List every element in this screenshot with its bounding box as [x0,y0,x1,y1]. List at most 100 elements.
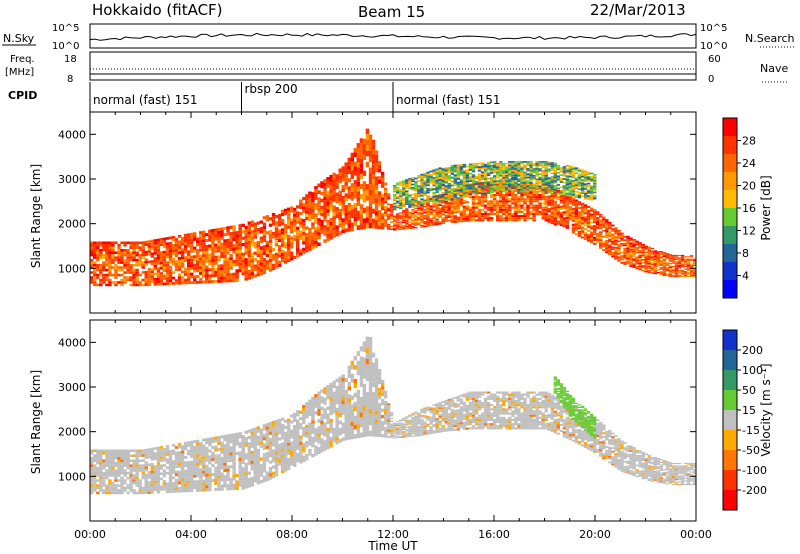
heatmap-cell [193,446,197,449]
heatmap-cell [262,424,267,428]
heatmap-cell [505,217,509,220]
heatmap-cell [256,231,261,235]
heatmap-cell [547,216,551,219]
heatmap-cell [168,460,173,464]
heatmap-cell [553,208,558,211]
heatmap-cell [565,202,570,205]
heatmap-cell [541,164,545,167]
heatmap-cell [693,273,697,275]
heatmap-cell [553,176,558,179]
heatmap-cell [102,249,106,252]
heatmap-cell [662,256,667,258]
heatmap-cell [420,218,424,221]
heatmap-cell [662,252,667,254]
heatmap-cell [526,180,530,182]
heatmap-cell [205,441,209,445]
heatmap-cell [483,169,488,171]
heatmap-cell [108,241,112,244]
heatmap-cell [417,201,421,204]
heatmap-cell [174,446,179,449]
heatmap-cell [129,253,133,257]
heatmap-cell [302,238,306,242]
heatmap-cell [435,200,439,203]
heatmap-cell [611,246,615,249]
heatmap-cell [293,216,297,220]
heatmap-cell [326,223,330,227]
heatmap-cell [326,209,330,213]
heatmap-cell [659,260,664,262]
heatmap-cell [247,260,252,264]
heatmap-cell [132,253,136,257]
heatmap-cell [638,251,642,254]
heatmap-cell [326,198,330,202]
heatmap-cell [568,168,573,171]
heatmap-cell [353,216,358,222]
heatmap-cell [102,479,106,482]
heatmap-cell [565,198,570,201]
heatmap-cell [408,212,412,215]
heatmap-cell [226,232,230,236]
heatmap-cell [126,276,130,279]
heatmap-cell [556,178,561,181]
heatmap-cell [574,177,579,180]
heatmap-cell [541,217,545,220]
heatmap-cell [486,161,491,164]
heatmap-cell [320,191,324,196]
heatmap-cell [668,259,673,261]
heatmap-cell [174,451,179,455]
heatmap-cell [362,144,367,150]
heatmap-cell [199,266,203,269]
heatmap-cell [265,423,270,427]
heatmap-cell [526,190,530,193]
heatmap-cell [574,215,579,218]
heatmap-cell [432,173,436,176]
heatmap-cell [435,218,439,221]
heatmap-cell [220,264,224,268]
heatmap-cell [262,264,267,268]
heatmap-cell [462,169,467,172]
heatmap-cell [190,463,194,467]
heatmap-cell [150,273,155,276]
heatmap-cell [193,466,197,469]
heatmap-cell [99,479,103,482]
heatmap-cell [532,183,536,186]
heatmap-cell [520,190,524,193]
heatmap-cell [296,232,300,236]
heatmap-cell [208,274,212,278]
heatmap-cell [317,211,321,215]
heatmap-cell [644,247,648,249]
heatmap-cell [247,455,252,459]
heatmap-cell [508,171,512,174]
heatmap-cell [462,209,467,212]
heatmap-cell [99,281,103,284]
heatmap-cell [523,176,527,179]
heatmap-cell [238,265,242,269]
heatmap-cell [123,459,127,462]
heatmap-cell [302,225,306,229]
nsky-panel-frame [89,23,697,49]
heatmap-cell [602,229,606,232]
heatmap-cell [496,182,500,184]
heatmap-cell [402,211,406,213]
heatmap-cell [432,182,436,185]
heatmap-cell [271,420,276,425]
heatmap-cell [117,461,121,465]
heatmap-cell [368,189,373,196]
heatmap-cell [550,184,555,187]
heatmap-cell [493,187,497,190]
heatmap-cell [493,208,497,211]
heatmap-cell [599,231,603,234]
heatmap-cell [329,236,333,240]
heatmap-cell [250,483,255,487]
heatmap-cell [150,452,155,456]
heatmap-cell [171,452,176,455]
heatmap-cell [156,262,161,265]
heatmap-cell [126,268,130,272]
heatmap-cell [90,258,94,262]
heatmap-cell [662,271,667,274]
heatmap-cell [274,237,279,241]
heatmap-cell [471,174,476,176]
heatmap-cell [462,219,467,222]
heatmap-cell [114,251,118,254]
heatmap-cell [165,471,170,475]
